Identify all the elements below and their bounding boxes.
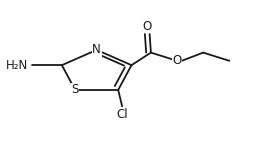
Text: O: O <box>172 54 182 67</box>
Text: O: O <box>143 20 152 33</box>
Text: Cl: Cl <box>116 108 128 121</box>
Text: N: N <box>92 43 101 56</box>
Text: S: S <box>72 83 79 96</box>
Text: H₂N: H₂N <box>5 59 28 72</box>
